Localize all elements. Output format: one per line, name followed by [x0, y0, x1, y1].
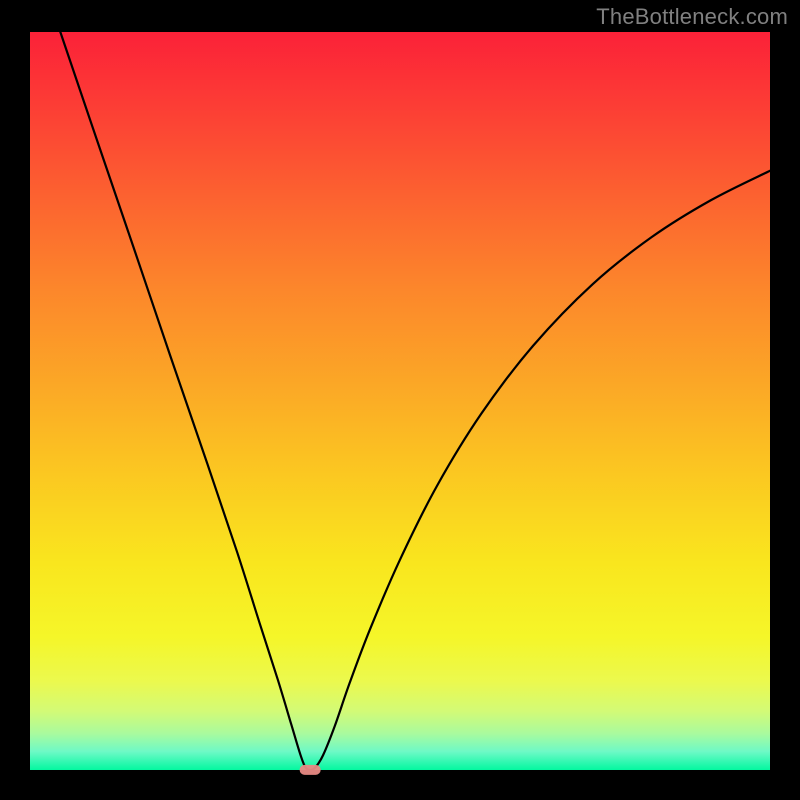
chart-frame: TheBottleneck.com — [0, 0, 800, 800]
plot-area — [30, 32, 770, 770]
chart-svg — [30, 32, 770, 770]
minimum-marker — [300, 765, 321, 775]
watermark-text: TheBottleneck.com — [596, 4, 788, 30]
bottleneck-curve-path — [60, 32, 770, 770]
